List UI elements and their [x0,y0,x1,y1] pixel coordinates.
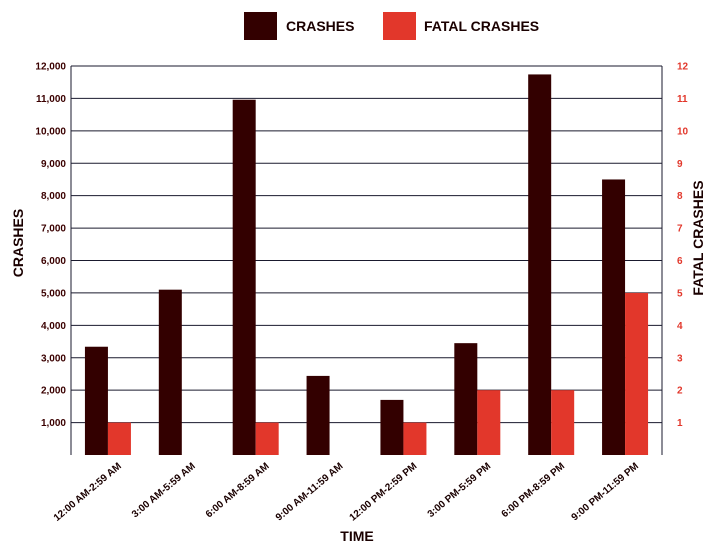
y-left-tick-label: 9,000 [41,159,66,170]
legend-label-fatal: FATAL CRASHES [424,18,539,34]
fatal-crashes-bar [477,390,501,455]
y-left-tick-label: 12,000 [35,62,66,73]
x-tick-label: 6:00 PM-8:59 PM [500,461,568,520]
fatal-crashes-bar [625,292,649,455]
y-right-tick-label: 7 [677,224,683,235]
y-left-tick-label: 7,000 [41,224,66,235]
crashes-bar [158,289,182,455]
y-right-tick-label: 1 [677,418,683,429]
y-right-axis-title: FATAL CRASHES [690,180,706,295]
y-right-tick-label: 12 [677,62,689,73]
y-right-tick-label: 11 [677,94,688,105]
x-tick-label: 9:00 AM-11:59 AM [274,461,346,524]
legend: CRASHES FATAL CRASHES [244,12,539,40]
y-left-tick-label: 8,000 [41,191,66,202]
y-right-tick-label: 5 [677,288,683,299]
x-tick-label: 3:00 PM-5:59 PM [426,461,494,520]
y-right-tick-label: 3 [677,353,683,364]
y-right-tick-label: 10 [677,126,689,137]
y-left-axis-title: CRASHES [10,209,26,277]
y-left-tick-label: 1,000 [41,418,66,429]
crashes-bar [380,399,404,455]
y-left-tick-label: 6,000 [41,256,66,267]
legend-swatch-fatal [383,12,416,40]
y-left-tick-label: 4,000 [41,321,66,332]
y-left-tick-label: 10,000 [35,126,66,137]
fatal-crashes-bar [403,422,427,455]
x-tick-label: 3:00 AM-5:59 AM [130,461,198,520]
legend-swatch-crashes [244,12,277,40]
x-axis-title: TIME [340,528,373,543]
y-right-tick-label: 9 [677,159,683,170]
y-left-tick-label: 5,000 [41,288,66,299]
bars [84,74,649,456]
legend-label-crashes: CRASHES [286,18,354,34]
fatal-crashes-bar [255,422,279,455]
y-right-tick-label: 2 [677,386,683,397]
y-right-tick-label: 8 [677,191,683,202]
x-tick-label: 12:00 PM-2:59 PM [348,461,420,524]
y-right-tick-label: 6 [677,256,683,267]
crashes-bar [602,179,626,456]
crashes-bar [306,375,330,455]
x-tick-label: 6:00 AM-8:59 AM [204,461,272,520]
y-left-tick-label: 3,000 [41,353,66,364]
y-left-tick-label: 2,000 [41,386,66,397]
left-axis-ticks: 1,000 2,000 3,000 4,000 5,000 6,000 7,000 8,000… [35,62,66,430]
crashes-bar [84,346,108,455]
y-right-tick-label: 4 [677,321,683,332]
x-tick-label: 9:00 PM-11:59 PM [570,461,641,523]
category-labels: 12:00 AM-2:59 AM 3:00 AM-5:59 AM 6:00 AM-8… [52,461,641,524]
crashes-bar [454,343,478,455]
x-tick-label: 12:00 AM-2:59 AM [52,461,124,524]
y-left-tick-label: 11,000 [36,94,66,105]
crashes-bar [232,99,256,456]
fatal-crashes-bar [107,422,131,455]
fatal-crashes-bar [551,390,575,455]
crashes-bar [528,74,552,455]
